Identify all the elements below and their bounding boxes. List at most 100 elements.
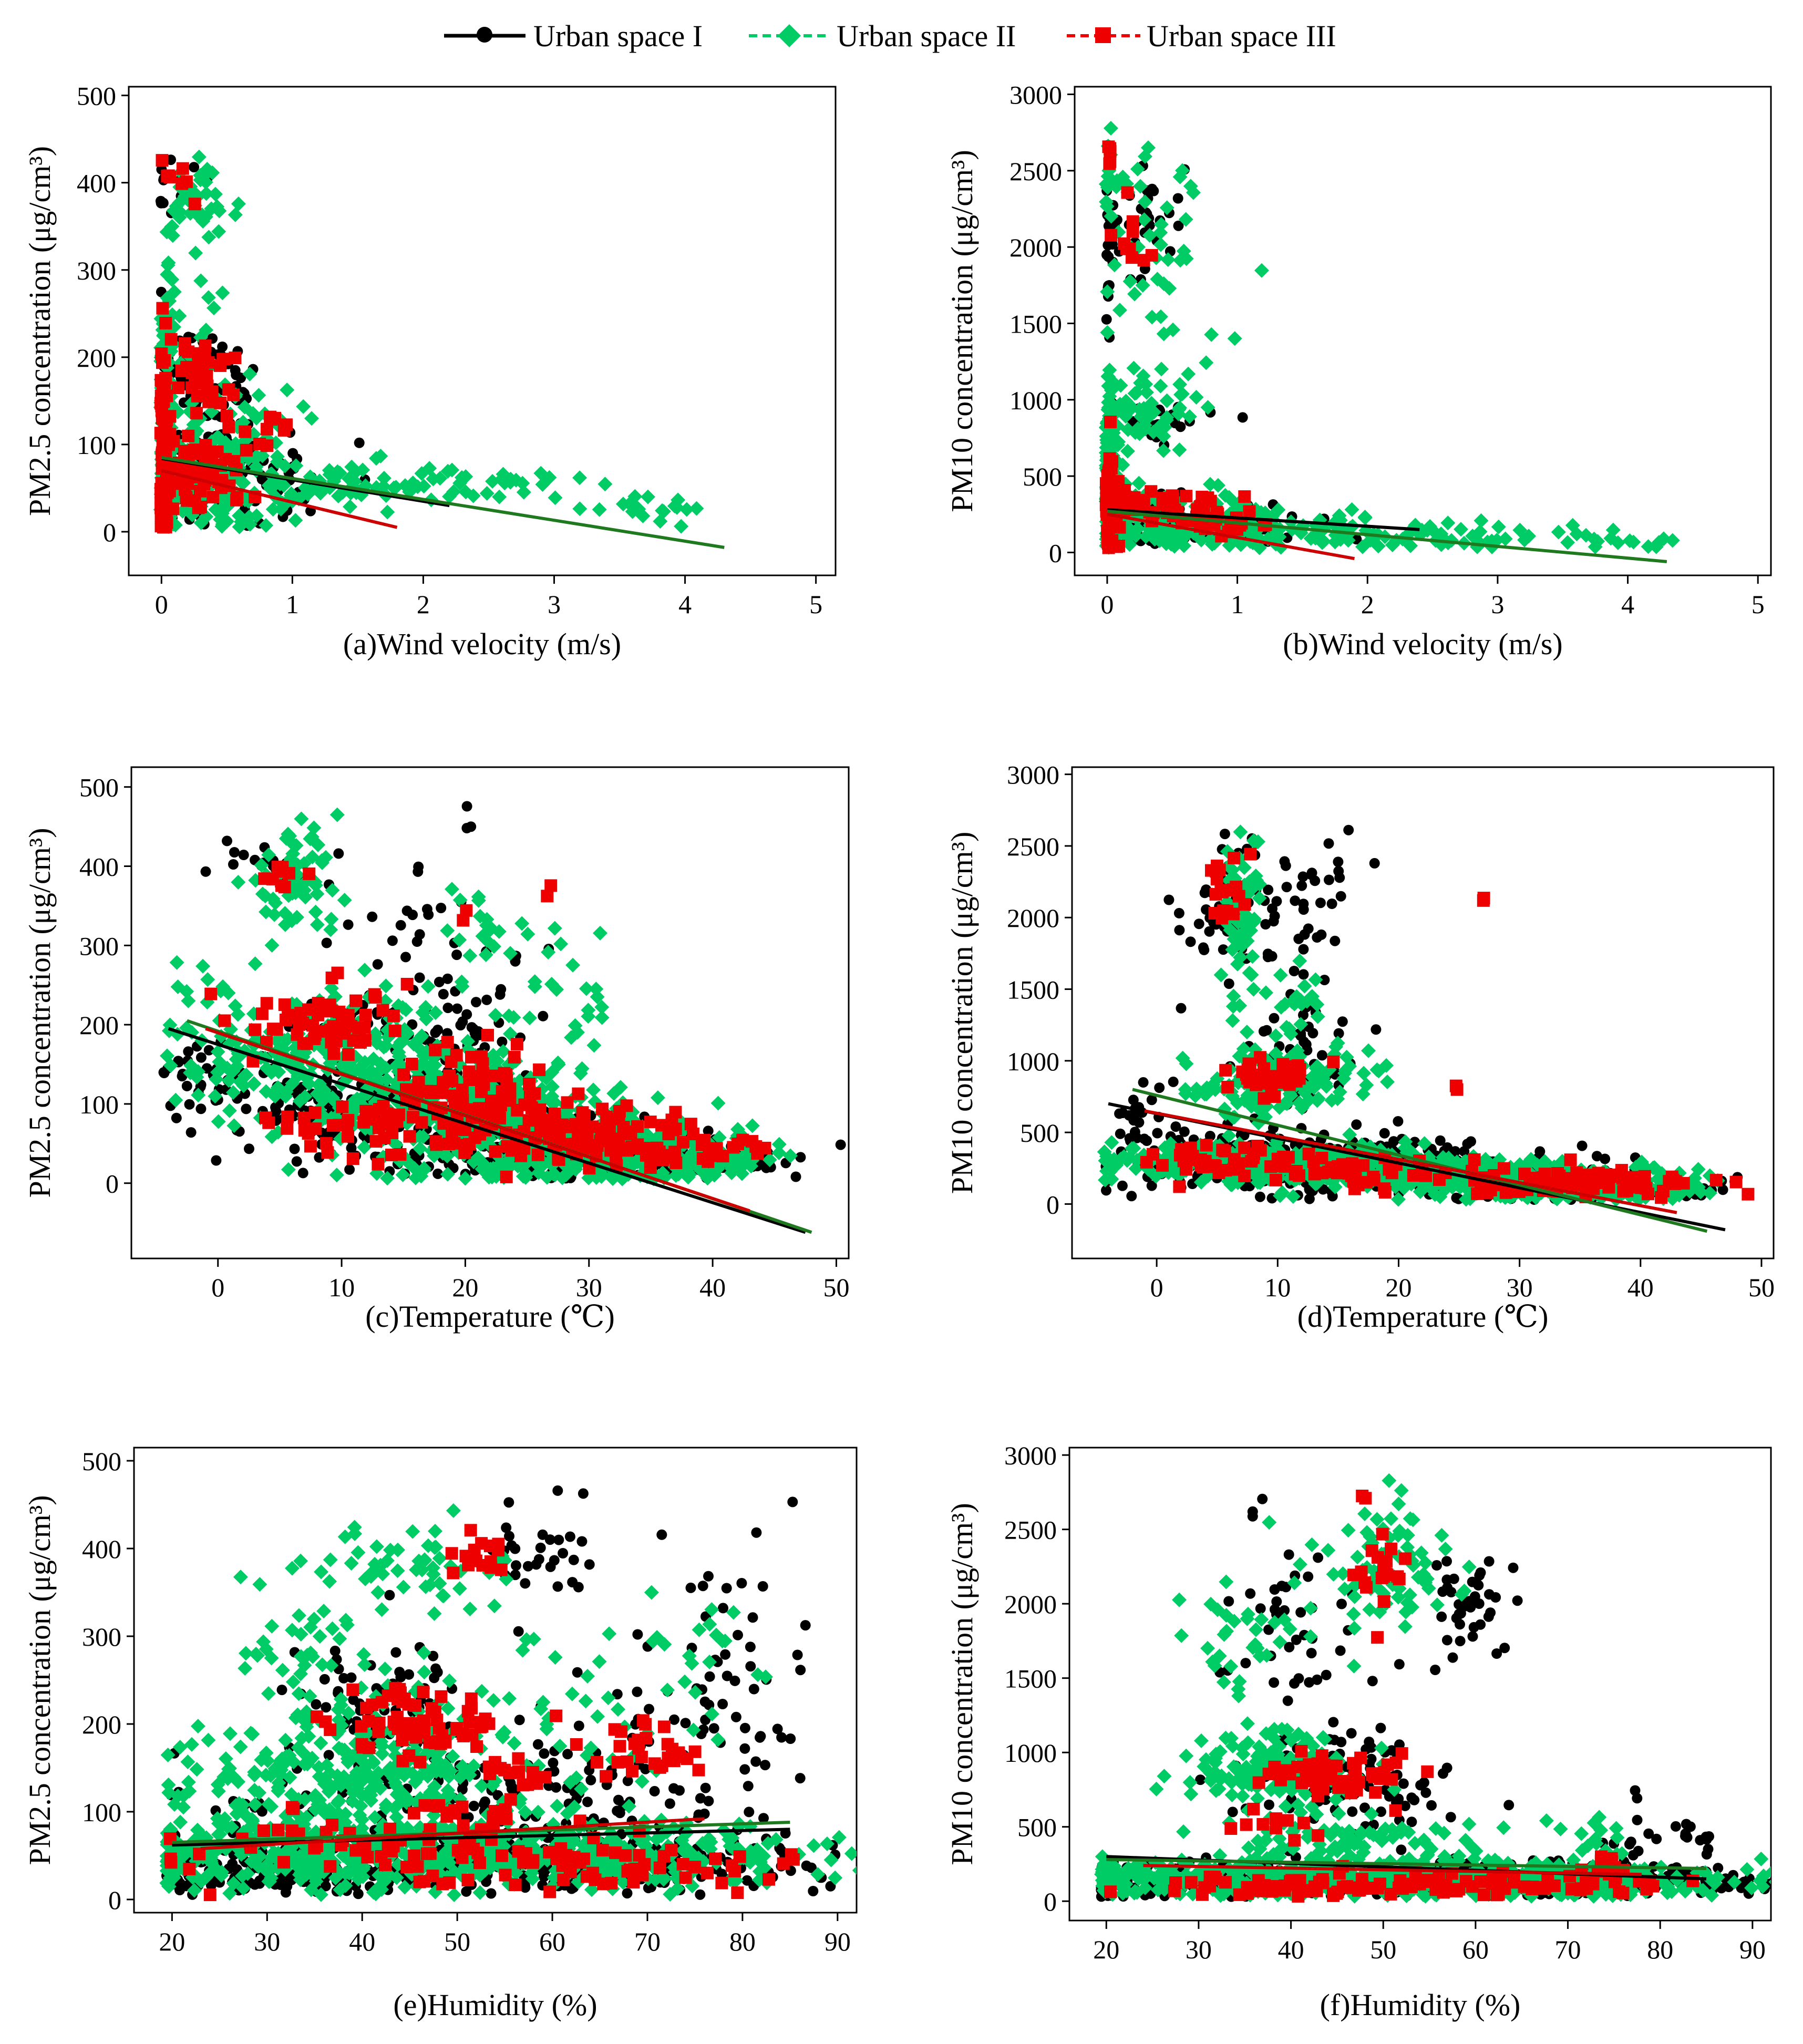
data-point: [1145, 309, 1160, 325]
trend-line-series-1: [168, 1027, 806, 1234]
data-point: [481, 994, 492, 1005]
data-point: [481, 1029, 494, 1042]
data-point: [592, 502, 607, 517]
data-point: [164, 272, 180, 287]
data-point: [297, 1111, 311, 1124]
data-point: [1238, 490, 1251, 503]
data-point: [401, 905, 413, 916]
data-point: [1153, 309, 1168, 324]
data-point: [541, 890, 554, 903]
data-point: [492, 489, 507, 504]
data-point: [229, 847, 240, 858]
data-point: [232, 508, 247, 523]
series-2-points: [153, 149, 704, 534]
data-point: [1451, 1192, 1462, 1203]
data-point: [488, 1008, 503, 1023]
y-tick-label: 400: [77, 169, 116, 198]
data-point: [357, 1116, 370, 1129]
data-point: [376, 1004, 389, 1017]
data-point: [586, 1038, 602, 1053]
trend-line-series-2: [1107, 509, 1667, 563]
data-point: [581, 1003, 596, 1018]
y-tick-label: 500: [77, 81, 116, 111]
data-point: [222, 1103, 237, 1118]
data-point: [1156, 429, 1171, 444]
data-point: [394, 1148, 407, 1161]
data-point: [1260, 919, 1271, 930]
data-point: [1115, 1128, 1126, 1139]
data-point: [572, 501, 588, 517]
data-point: [1153, 417, 1169, 432]
data-point: [368, 1026, 383, 1041]
data-point: [1299, 1036, 1310, 1047]
y-tick-label: 1000: [1009, 386, 1062, 415]
data-point: [1303, 923, 1314, 934]
data-point: [215, 506, 230, 521]
data-point: [1385, 538, 1400, 552]
data-point: [354, 437, 365, 448]
data-point: [1204, 327, 1219, 342]
trend-line-series-3: [1107, 512, 1355, 560]
scatter-points: [1098, 121, 1680, 555]
data-point: [192, 446, 205, 459]
data-point: [209, 1071, 224, 1087]
data-point: [429, 1135, 442, 1148]
data-point: [425, 1057, 440, 1071]
data-point: [340, 1016, 353, 1029]
legend-item-urban-space-i: Urban space I: [444, 19, 703, 53]
data-point: [231, 875, 246, 890]
data-point: [249, 1023, 262, 1036]
data-point: [1154, 362, 1169, 377]
data-point: [1252, 891, 1267, 906]
data-point: [207, 301, 221, 316]
data-point: [1310, 1093, 1325, 1108]
data-point: [201, 290, 216, 305]
data-point: [531, 1148, 544, 1161]
data-point: [689, 501, 704, 516]
data-point: [1099, 194, 1114, 210]
data-point: [225, 1085, 241, 1100]
data-point: [452, 892, 468, 907]
data-point: [172, 210, 187, 225]
data-point: [1133, 179, 1148, 194]
data-point: [195, 958, 211, 974]
data-point: [509, 472, 523, 488]
data-point: [213, 359, 226, 372]
data-point: [506, 1144, 519, 1157]
x-tick-label: 50: [1748, 1273, 1775, 1302]
data-point: [201, 230, 217, 245]
data-point: [1295, 1028, 1306, 1039]
data-point: [372, 1158, 385, 1171]
data-point: [1258, 1026, 1269, 1037]
data-point: [266, 1023, 280, 1036]
data-point: [1605, 522, 1621, 538]
data-point: [200, 866, 211, 877]
data-point: [1137, 254, 1150, 267]
data-point: [163, 171, 177, 184]
data-point: [744, 1159, 759, 1174]
data-point: [1104, 416, 1117, 429]
data-point: [1153, 237, 1168, 252]
data-point: [359, 1104, 373, 1118]
data-point: [450, 1049, 463, 1062]
data-point: [1120, 443, 1135, 459]
data-point: [727, 1141, 740, 1154]
x-tick-label: 0: [1100, 590, 1114, 619]
data-point: [231, 196, 246, 211]
data-point: [494, 1155, 509, 1170]
data-point: [222, 420, 235, 433]
data-point: [405, 1057, 418, 1070]
data-point: [268, 895, 283, 911]
data-point: [1316, 929, 1327, 940]
data-point: [399, 1025, 414, 1040]
trend-line-series-3: [205, 1027, 750, 1213]
data-point: [745, 1118, 760, 1133]
data-point: [183, 1046, 194, 1057]
data-point: [331, 966, 344, 979]
x-tick-label: 10: [328, 1273, 355, 1302]
data-point: [400, 978, 414, 990]
data-point: [1293, 1017, 1309, 1032]
data-point: [428, 1005, 443, 1020]
data-point: [261, 439, 274, 452]
data-point: [280, 418, 293, 431]
